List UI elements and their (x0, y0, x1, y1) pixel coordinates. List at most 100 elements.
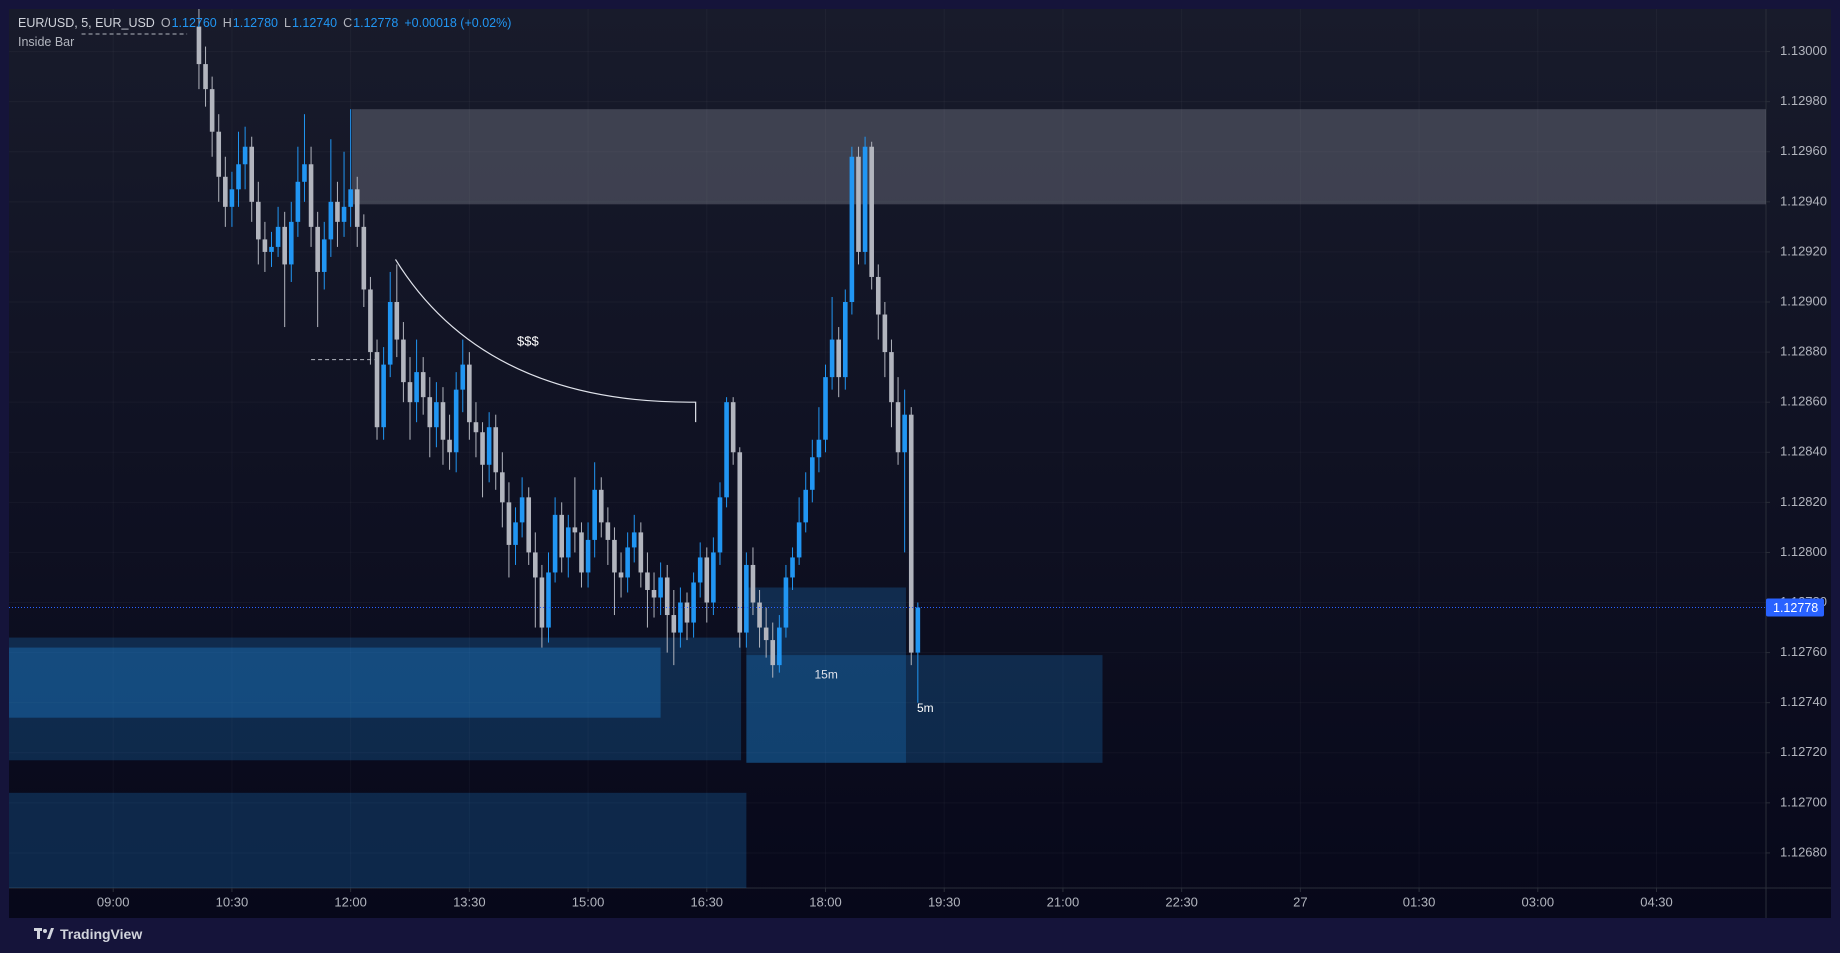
y-tick-label: 1.12860 (1780, 394, 1827, 409)
candle-body (757, 602, 762, 628)
candle-body (849, 156, 855, 302)
candle-body (810, 457, 815, 490)
y-tick-label: 1.12740 (1780, 694, 1827, 709)
candle-body (671, 615, 677, 633)
candle-body (651, 589, 657, 598)
candle-body (269, 246, 274, 252)
y-tick-label: 1.12820 (1780, 494, 1827, 509)
candle-body (387, 302, 393, 365)
candle-body (209, 89, 215, 132)
candle-body (869, 146, 874, 277)
ohlc-value: 1.12780 (232, 16, 278, 30)
candle-body (460, 364, 466, 390)
candle-body (341, 206, 347, 222)
candle-body (895, 402, 901, 453)
candle-body (565, 527, 571, 558)
candle-body (506, 502, 512, 545)
x-tick-label: 18:00 (809, 894, 842, 909)
plot-area: $$$ 15m 5m (9, 9, 1766, 888)
zone (9, 637, 742, 761)
candle-body (519, 497, 525, 523)
candle-body (856, 156, 861, 252)
candle-body (777, 627, 782, 666)
candle-body (829, 339, 835, 378)
y-tick-label: 1.12920 (1780, 243, 1827, 258)
candle-body (354, 189, 360, 227)
candle-body (875, 276, 881, 315)
candle-body (394, 302, 400, 340)
candle-body (783, 577, 789, 628)
x-tick-label: 22:30 (1165, 894, 1198, 909)
candle-body (915, 607, 921, 653)
candle-body (315, 226, 320, 272)
ohlc-value: 1.12740 (291, 16, 338, 30)
candle-body (216, 131, 222, 177)
candle-body (480, 432, 485, 465)
candle-body (427, 397, 433, 428)
candle-body (401, 339, 406, 383)
candle-body (704, 557, 710, 603)
candle-body (440, 402, 446, 440)
candle-body (717, 497, 723, 553)
candle-body (223, 176, 228, 207)
candle-body (196, 26, 202, 65)
zone-label: 5m (917, 701, 934, 715)
x-tick-label: 12:00 (334, 894, 367, 909)
candle-body (381, 364, 386, 428)
y-tick-label: 1.12980 (1780, 93, 1827, 108)
brand-name: TradingView (60, 926, 143, 942)
y-tick-label: 1.12880 (1780, 344, 1827, 359)
zone (746, 655, 1103, 763)
plot-background (9, 9, 1831, 918)
y-tick-label: 1.12720 (1780, 744, 1827, 759)
candle-body (236, 164, 241, 190)
x-tick-label: 19:30 (928, 894, 961, 909)
candle-body (467, 364, 472, 423)
candle-body (533, 552, 538, 578)
x-tick-label: 13:30 (453, 894, 486, 909)
candle-body (348, 189, 353, 207)
candle-body (275, 226, 281, 247)
candle-body (500, 472, 505, 503)
candle-body (282, 226, 287, 265)
ohlc-key: C (343, 16, 353, 30)
y-tick-label: 1.13000 (1780, 43, 1827, 58)
candle-body (302, 164, 307, 182)
candle-body (434, 402, 439, 428)
candle-body (321, 239, 327, 272)
candle-body (836, 339, 841, 378)
candle-body (546, 572, 551, 628)
zone (9, 647, 661, 718)
x-tick-label: 15:00 (572, 894, 605, 909)
x-tick-label: 27 (1293, 894, 1307, 909)
x-tick-label: 21:00 (1047, 894, 1080, 909)
candle-body (862, 146, 868, 252)
candle-body (796, 522, 802, 558)
candle-body (453, 389, 459, 453)
candle-body (612, 539, 617, 573)
zone (351, 109, 1766, 205)
ohlc-key: L (283, 16, 291, 30)
liquidity-label: $$$ (517, 334, 539, 349)
y-tick-label: 1.12680 (1780, 844, 1827, 859)
x-tick-label: 04:30 (1640, 894, 1673, 909)
candle-body (684, 602, 690, 623)
candle-body (473, 422, 479, 433)
candle-body (447, 439, 452, 453)
candle-body (598, 489, 604, 523)
candle-body (572, 527, 578, 533)
candle-body (737, 452, 743, 633)
candle-body (645, 572, 650, 590)
candle-body (229, 189, 235, 207)
candle-body (374, 352, 380, 428)
logo (34, 928, 54, 939)
candle-body (889, 352, 894, 403)
candle-body (256, 201, 261, 240)
y-tick-label: 1.12940 (1780, 193, 1827, 208)
candle-body (328, 201, 334, 240)
candle-body (763, 627, 769, 641)
x-tick-label: 10:30 (216, 894, 249, 909)
candle-body (770, 640, 776, 666)
candle-body (361, 226, 367, 290)
